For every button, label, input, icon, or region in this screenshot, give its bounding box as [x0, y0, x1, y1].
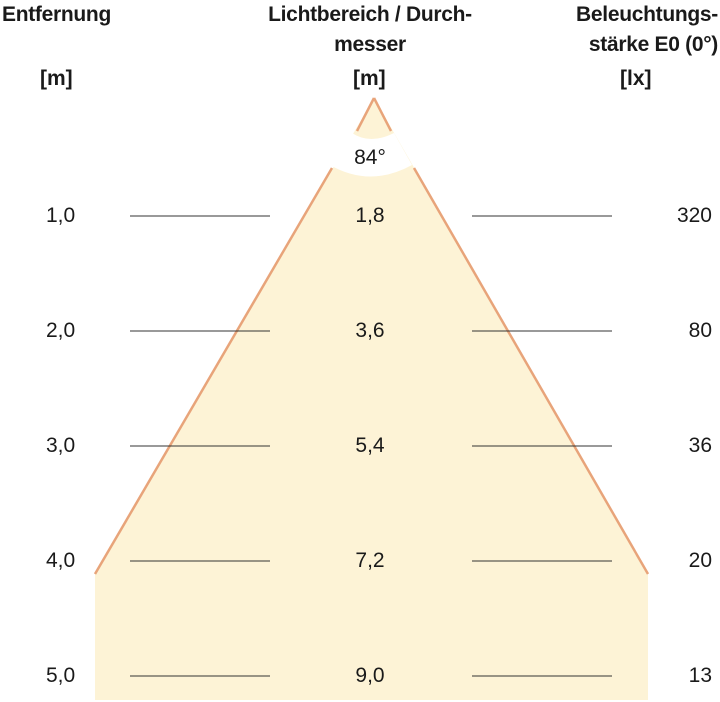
cone-edge-tip-right	[372, 97, 393, 132]
distance-value: 1,0	[46, 204, 76, 227]
diameter-value: 1,8	[355, 204, 385, 227]
cone-edge-left	[93, 167, 334, 575]
diameter-value: 9,0	[355, 664, 385, 687]
lux-value: 20	[688, 549, 712, 572]
lux-value: 13	[688, 664, 712, 687]
illuminance-header-line2: stärke E0 (0°)	[588, 33, 718, 56]
distance-value: 4,0	[46, 549, 76, 572]
diameter-value: 5,4	[355, 434, 385, 457]
light-cone-tip	[357, 98, 391, 131]
light-range-unit: [m]	[353, 67, 386, 90]
cone-edge-right	[412, 167, 650, 575]
light-range-header-line1: Lichtbereich / Durch-	[268, 3, 472, 26]
light-cone-fill	[95, 98, 648, 700]
distance-value: 2,0	[46, 319, 76, 342]
angle-arc-cutout	[330, 133, 412, 177]
illuminance-header: Beleuchtungs- stärke E0 (0°)	[576, 0, 718, 60]
beam-angle-label: 84°	[354, 146, 386, 169]
lux-value: 36	[688, 434, 712, 457]
illuminance-header-line1: Beleuchtungs-	[576, 3, 718, 26]
lux-value: 80	[688, 319, 712, 342]
illuminance-unit: [lx]	[620, 67, 652, 90]
light-range-header: Lichtbereich / Durch- messer	[235, 0, 505, 60]
distance-value: 5,0	[46, 664, 76, 687]
light-range-header-line2: messer	[334, 33, 406, 56]
lux-value: 320	[676, 204, 712, 227]
cone-edge-tip-left	[355, 97, 376, 132]
guide-lines	[130, 215, 612, 677]
diameter-value: 7,2	[355, 549, 385, 572]
distance-header: Entfernung	[2, 0, 111, 30]
distance-header-title: Entfernung	[2, 3, 111, 26]
distance-unit: [m]	[40, 67, 73, 90]
diameter-value: 3,6	[355, 319, 385, 342]
distance-value: 3,0	[46, 434, 76, 457]
